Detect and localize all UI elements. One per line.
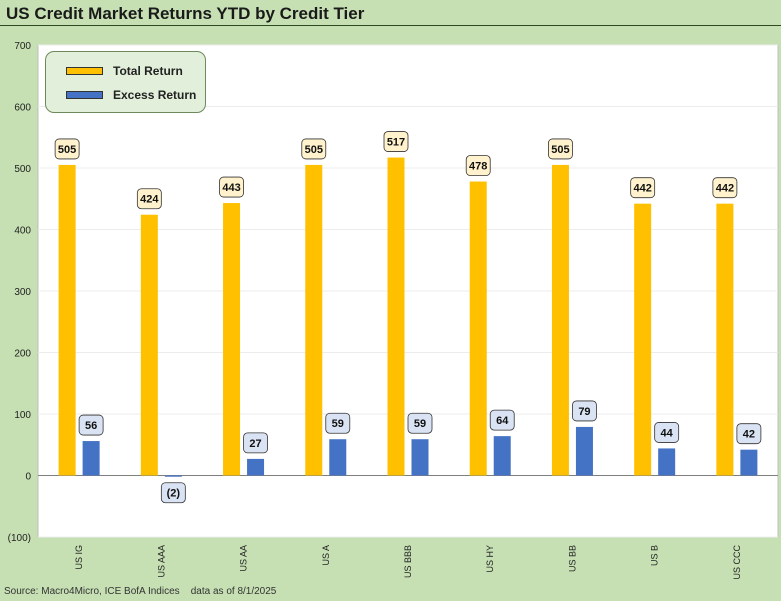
y-tick-label: 100 xyxy=(14,410,31,421)
bar-total-return xyxy=(469,181,487,476)
data-label: 64 xyxy=(496,415,509,427)
data-label: 59 xyxy=(332,418,344,430)
legend-label-total-return: Total Return xyxy=(113,64,183,78)
data-label-box xyxy=(407,412,433,434)
data-label-box xyxy=(572,400,597,422)
legend-label-excess-return: Excess Return xyxy=(113,88,197,102)
y-tick-label: 0 xyxy=(25,472,31,483)
data-label: 79 xyxy=(578,406,590,418)
data-label: 505 xyxy=(305,144,323,156)
legend-item-total-return: Total Return xyxy=(66,64,183,78)
data-label-box xyxy=(630,177,656,199)
data-label-box xyxy=(301,138,327,160)
bar-total-return xyxy=(140,214,158,476)
data-label-box xyxy=(383,131,409,152)
bar-total-return xyxy=(387,157,405,476)
y-tick-label: 200 xyxy=(14,349,31,360)
x-tick-label: US A xyxy=(321,545,331,566)
data-label: 505 xyxy=(58,144,76,156)
data-label-box xyxy=(736,423,762,445)
data-label-box xyxy=(136,188,162,210)
legend: Total Return Excess Return xyxy=(45,51,206,113)
x-tick-label: US CCC xyxy=(732,545,742,580)
data-label-box xyxy=(325,412,351,434)
x-tick-label: US BBB xyxy=(403,545,413,578)
data-label: (2) xyxy=(167,488,181,500)
x-tick-label: US AA xyxy=(239,545,249,572)
y-tick-label: (100) xyxy=(8,533,31,544)
legend-swatch-excess-return xyxy=(66,91,103,99)
x-tick-label: US IG xyxy=(74,545,84,570)
data-label: 505 xyxy=(551,144,569,156)
data-label-box xyxy=(78,414,104,436)
x-tick-label: US AAA xyxy=(156,545,166,578)
bar-excess-return xyxy=(493,436,511,476)
bar-excess-return xyxy=(82,441,100,476)
data-label-box xyxy=(54,138,80,160)
bar-total-return xyxy=(58,164,76,476)
data-label: 44 xyxy=(661,427,674,439)
y-tick-label: 700 xyxy=(14,41,31,52)
data-label-box xyxy=(160,482,186,504)
data-label: 424 xyxy=(140,194,159,206)
data-label-box xyxy=(243,432,268,454)
bar-excess-return xyxy=(411,439,429,476)
data-label: 442 xyxy=(633,183,651,195)
x-tick-label: US HY xyxy=(485,545,495,573)
bar-total-return xyxy=(223,203,241,476)
data-label: 59 xyxy=(414,418,426,430)
data-label-box xyxy=(489,409,515,431)
chart-title: US Credit Market Returns YTD by Credit T… xyxy=(6,4,365,23)
bar-total-return xyxy=(634,203,652,476)
bar-excess-return xyxy=(740,449,758,476)
data-label-box xyxy=(548,138,573,160)
data-label: 56 xyxy=(85,420,97,432)
data-label-box xyxy=(654,422,680,443)
x-tick-label: US BB xyxy=(567,545,577,572)
data-label-box xyxy=(712,177,738,199)
bar-total-return xyxy=(551,164,569,476)
data-label: 517 xyxy=(387,137,405,149)
legend-swatch-total-return xyxy=(66,67,103,75)
bar-total-return xyxy=(305,164,323,476)
bar-excess-return xyxy=(247,458,265,476)
bar-excess-return xyxy=(658,448,676,476)
data-label-box xyxy=(219,176,244,198)
data-label: 443 xyxy=(222,182,240,194)
source-note: Source: Macro4Micro, ICE BofA Indices da… xyxy=(4,586,277,597)
x-tick-label: US B xyxy=(650,545,660,566)
data-label: 478 xyxy=(469,161,487,173)
data-label: 27 xyxy=(249,438,261,450)
data-label: 442 xyxy=(716,183,734,195)
y-tick-label: 300 xyxy=(14,287,31,298)
y-tick-label: 500 xyxy=(14,164,31,175)
bar-excess-return xyxy=(164,475,182,477)
legend-item-excess-return: Excess Return xyxy=(66,88,196,102)
data-label: 42 xyxy=(743,429,755,441)
y-tick-label: 400 xyxy=(14,226,31,237)
bar-excess-return xyxy=(575,426,593,476)
bar-excess-return xyxy=(329,439,347,476)
y-tick-label: 600 xyxy=(14,103,31,114)
bar-total-return xyxy=(716,203,734,476)
data-label-box xyxy=(465,155,491,176)
title-divider xyxy=(0,25,781,26)
